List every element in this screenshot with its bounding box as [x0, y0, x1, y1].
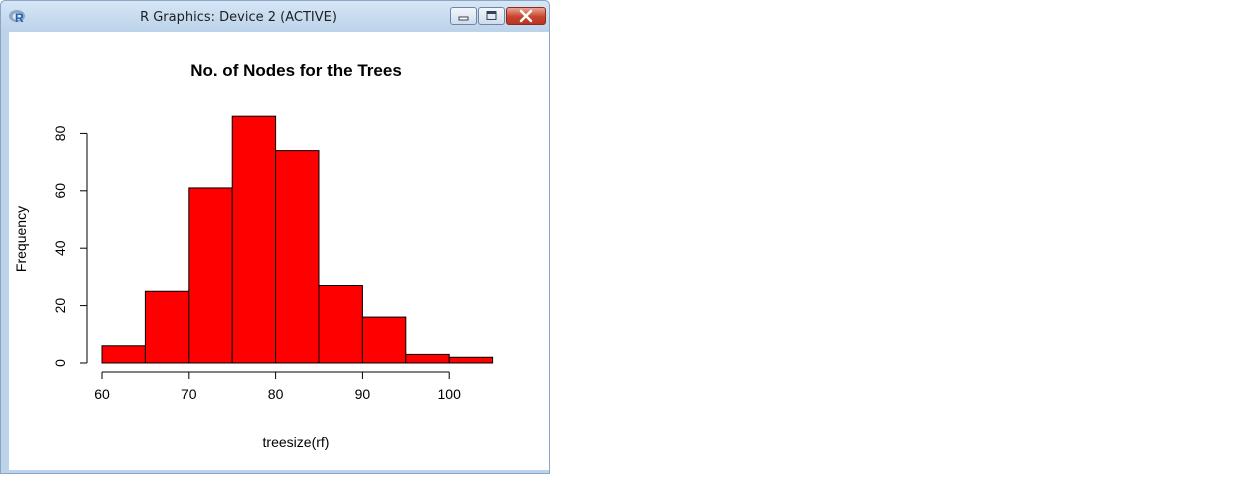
maximize-icon — [486, 11, 497, 20]
y-axis-label: Frequency — [13, 206, 29, 272]
svg-text:R: R — [15, 11, 24, 24]
histogram-bar — [144, 290, 190, 364]
plot-area: No. of Nodes for the Trees 60 70 80 90 100 0… — [9, 32, 549, 470]
y-tick-label: 20 — [52, 298, 68, 314]
x-tick-label: 80 — [268, 386, 284, 402]
y-tick-label: 60 — [52, 183, 68, 199]
maximize-button[interactable] — [478, 7, 505, 25]
y-tick-label: 40 — [52, 240, 68, 256]
close-icon — [519, 9, 533, 23]
histogram-bar — [448, 356, 494, 364]
x-axis: 60 70 80 90 100 — [94, 371, 462, 402]
window-titlebar[interactable]: R R Graphics: Device 2 (ACTIVE) — [1, 1, 549, 31]
histogram-bars — [101, 115, 494, 364]
histogram-bar — [188, 187, 233, 364]
x-tick-label: 90 — [355, 386, 371, 402]
x-tick-label: 60 — [94, 386, 110, 402]
minimize-icon — [458, 16, 469, 21]
y-axis: 0 20 40 60 80 — [52, 125, 88, 367]
r-logo-icon: R — [9, 10, 25, 24]
histogram-bar — [101, 345, 146, 364]
histogram-chart: No. of Nodes for the Trees 60 70 80 90 100 0… — [13, 61, 494, 450]
histogram-bar — [405, 353, 450, 364]
x-axis-label: treesize(rf) — [263, 434, 330, 450]
y-tick-label: 0 — [52, 359, 68, 367]
y-tick-label: 80 — [52, 125, 68, 141]
histogram-bar — [231, 115, 277, 364]
r-graphics-window: R R Graphics: Device 2 (ACTIVE) No. of N… — [0, 0, 550, 474]
x-tick-label: 100 — [438, 386, 462, 402]
histogram-bar — [318, 285, 363, 364]
chart-title: No. of Nodes for the Trees — [190, 61, 402, 80]
minimize-button[interactable] — [450, 7, 477, 25]
window-title: R Graphics: Device 2 (ACTIVE) — [140, 10, 337, 25]
histogram-bar — [361, 316, 407, 364]
histogram-bar — [275, 150, 320, 364]
x-tick-label: 70 — [181, 386, 197, 402]
close-button[interactable] — [506, 7, 546, 25]
